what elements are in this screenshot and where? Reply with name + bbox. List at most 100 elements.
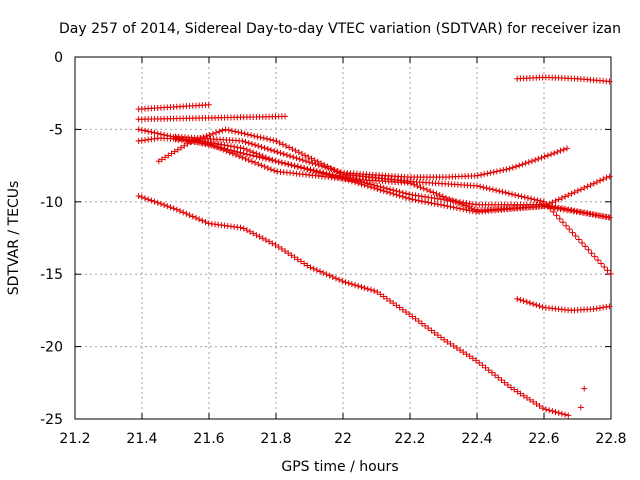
data-point (563, 145, 570, 152)
chart-title: Day 257 of 2014, Sidereal Day-to-day VTE… (59, 21, 621, 37)
data-point (600, 304, 607, 311)
data-point (409, 196, 416, 203)
data-point (559, 219, 566, 226)
data-point (157, 200, 164, 207)
data-point (415, 318, 422, 325)
series-pass-10 (514, 295, 613, 314)
data-point (145, 128, 152, 135)
data-point (294, 256, 301, 263)
data-point (554, 148, 561, 155)
data-point (181, 142, 188, 149)
data-point (495, 374, 502, 381)
data-point (530, 300, 537, 307)
data-point (427, 188, 434, 195)
data-point (334, 168, 341, 175)
data-point (336, 276, 343, 283)
data-point (474, 172, 481, 179)
data-point (489, 186, 496, 193)
data-point (295, 149, 302, 156)
data-point (380, 293, 387, 300)
data-point (549, 199, 556, 206)
data-point (541, 203, 548, 210)
data-point (209, 130, 216, 137)
data-point (536, 403, 543, 410)
data-point (436, 192, 443, 199)
data-point (235, 129, 242, 136)
data-point (171, 148, 178, 155)
data-point (236, 153, 243, 160)
data-point (472, 357, 479, 364)
data-point (476, 359, 483, 366)
data-point (534, 197, 541, 204)
data-point (189, 213, 196, 220)
data-point (307, 167, 314, 174)
data-point (458, 201, 465, 208)
data-point (552, 197, 559, 204)
data-point (282, 113, 289, 120)
grid (75, 57, 611, 419)
data-point (481, 171, 488, 178)
data-point (523, 394, 530, 401)
data-point (544, 203, 551, 210)
data-point (536, 303, 543, 310)
data-point (590, 180, 597, 187)
data-point (441, 202, 448, 209)
data-point (228, 127, 235, 134)
data-point (239, 154, 246, 161)
data-point (439, 193, 446, 200)
data-point (549, 408, 556, 415)
data-point (259, 235, 266, 242)
data-point (216, 128, 223, 135)
data-point (248, 158, 255, 165)
data-point (248, 132, 255, 139)
data-point (279, 141, 286, 148)
data-point (302, 158, 309, 165)
data-point (205, 101, 212, 108)
data-point (578, 186, 585, 193)
data-point (555, 196, 562, 203)
series-pass-11 (577, 385, 588, 411)
data-point (516, 162, 523, 169)
data-point (444, 338, 451, 345)
data-point (202, 219, 209, 225)
data-point (256, 151, 263, 158)
data-point (253, 150, 260, 157)
data-point (418, 320, 425, 327)
data-point (399, 306, 406, 313)
data-point (142, 127, 149, 134)
data-point (428, 327, 435, 334)
data-point (591, 253, 598, 260)
data-point (574, 187, 581, 194)
data-point (328, 166, 335, 173)
series-pass-7 (172, 136, 612, 221)
data-point (474, 182, 480, 189)
data-point (522, 160, 529, 167)
data-point (469, 355, 476, 362)
data-point (396, 192, 403, 199)
data-point (528, 158, 535, 165)
data-point (425, 199, 432, 206)
x-tick-label: 22 (334, 431, 352, 447)
data-point (588, 250, 595, 257)
data-point (550, 208, 557, 215)
data-point (275, 158, 282, 165)
data-point (196, 216, 203, 223)
data-point (256, 233, 263, 240)
data-point (222, 126, 229, 133)
data-point (267, 166, 274, 173)
data-point (449, 197, 456, 204)
data-point (148, 197, 155, 204)
data-point (466, 353, 473, 360)
y-tick-label: -15 (40, 267, 63, 283)
data-point (390, 300, 397, 307)
data-point (167, 204, 174, 211)
data-point (320, 170, 327, 177)
series-pass-2 (135, 113, 289, 123)
data-point (232, 128, 239, 135)
data-point (450, 342, 457, 349)
data-point (530, 398, 537, 405)
data-point (511, 386, 518, 393)
data-point (267, 136, 274, 143)
data-point (598, 260, 605, 267)
data-point (331, 167, 338, 174)
